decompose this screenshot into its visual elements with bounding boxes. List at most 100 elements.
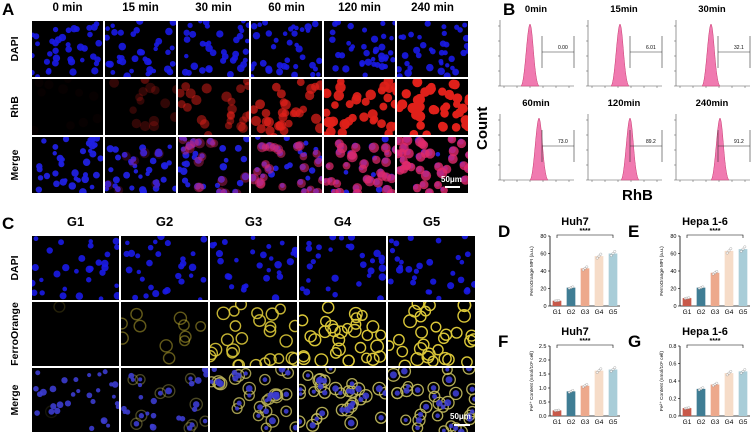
panel-c-image-merge bbox=[32, 368, 119, 432]
panel-a-image-dapi bbox=[397, 21, 468, 77]
data-point bbox=[597, 254, 601, 258]
bar bbox=[696, 287, 706, 306]
data-point bbox=[585, 383, 589, 386]
panel-c-image-ferroorange bbox=[32, 302, 119, 366]
panel-a-image-rhb bbox=[251, 79, 322, 135]
panel-e-label: E bbox=[628, 222, 640, 241]
data-point bbox=[743, 368, 747, 371]
data-point bbox=[599, 367, 603, 371]
panel-f-label: F bbox=[498, 332, 509, 351]
panel-g-label: G bbox=[628, 332, 642, 351]
bar bbox=[724, 250, 734, 306]
bar-chart: 0 20 40 60 80 FerroOrange MFI (a.u.) G1 G2 G3 G4 G… bbox=[529, 228, 620, 316]
panel-c-image-ferroorange bbox=[299, 302, 386, 366]
data-point bbox=[729, 247, 733, 251]
data-point bbox=[597, 369, 601, 372]
panel-a-image-rhb bbox=[397, 79, 468, 135]
x-tick-label: G4 bbox=[725, 309, 734, 316]
bar bbox=[724, 373, 734, 416]
panel-b-gate-value: 73.0 bbox=[558, 139, 568, 145]
panel-c-image-dapi bbox=[388, 236, 475, 300]
panel-a-row-label: Merge bbox=[9, 149, 21, 181]
panel-c-scale-bar-label: 50μm bbox=[450, 412, 471, 421]
x-tick-label: G4 bbox=[595, 309, 604, 316]
panel-b-plot-title: 60min bbox=[522, 98, 550, 109]
x-tick-label: G3 bbox=[711, 309, 720, 316]
y-tick-label: 0.6 bbox=[669, 362, 677, 368]
y-tick-label: 20 bbox=[670, 287, 676, 293]
panel-c-column-header: G2 bbox=[155, 214, 174, 229]
panel-b-plot-title: 15min bbox=[610, 4, 638, 15]
panel-c-row-label: Merge bbox=[9, 384, 21, 416]
panel-c-column-header: G3 bbox=[244, 214, 263, 229]
data-point bbox=[741, 247, 745, 251]
bar bbox=[566, 391, 576, 416]
panel-a-image-dapi bbox=[105, 21, 176, 77]
data-point bbox=[715, 270, 719, 273]
x-tick-label: G3 bbox=[711, 419, 720, 426]
data-point bbox=[727, 249, 731, 253]
y-axis-label: FerroOrange MFI (a.u.) bbox=[659, 246, 665, 296]
data-point bbox=[725, 251, 729, 255]
panel-c-image-ferroorange bbox=[121, 302, 208, 366]
bar bbox=[696, 388, 706, 416]
panel-a-column-header: 15 min bbox=[122, 2, 159, 14]
panel-a-column-header: 60 min bbox=[268, 2, 305, 14]
panel-a-image-merge bbox=[105, 137, 176, 193]
panel-c-image-ferroorange bbox=[388, 302, 475, 366]
y-axis-label: FerroOrange MFI (a.u.) bbox=[529, 246, 535, 296]
bar bbox=[594, 256, 604, 306]
bar bbox=[608, 253, 618, 306]
data-point bbox=[581, 268, 585, 272]
panel-d-label: D bbox=[498, 222, 511, 241]
data-point bbox=[715, 381, 719, 385]
flow-histogram bbox=[674, 20, 751, 88]
y-tick-label: 40 bbox=[670, 269, 676, 275]
panel-a-row-label: RhB bbox=[9, 96, 21, 118]
x-tick-label: G1 bbox=[553, 309, 562, 316]
panel-a-label: A bbox=[2, 0, 15, 19]
x-tick-label: G3 bbox=[581, 419, 590, 426]
bar bbox=[710, 272, 720, 306]
data-point bbox=[611, 252, 615, 255]
y-tick-label: 0.4 bbox=[669, 379, 677, 385]
panel-c-image-dapi bbox=[121, 236, 208, 300]
bar bbox=[710, 384, 720, 416]
x-tick-label: G2 bbox=[567, 419, 576, 426]
data-point bbox=[741, 370, 745, 373]
x-tick-label: G1 bbox=[683, 309, 692, 316]
data-point bbox=[725, 373, 729, 377]
y-tick-label: 40 bbox=[540, 269, 546, 275]
panel-a-image-dapi bbox=[251, 21, 322, 77]
bar-chart: 0.0 0.2 0.4 0.6 0.8 Fe²⁺ Content (nmol/10⁶ ce… bbox=[659, 338, 750, 426]
bar bbox=[608, 369, 618, 416]
panel-a-column-header: 30 min bbox=[195, 2, 232, 14]
significance-label: **** bbox=[710, 338, 721, 345]
data-point bbox=[687, 406, 691, 410]
bar bbox=[682, 408, 692, 416]
data-point bbox=[739, 371, 743, 375]
panel-c-image-dapi bbox=[210, 236, 297, 300]
data-point bbox=[613, 366, 617, 370]
flow-histogram bbox=[586, 114, 663, 182]
y-tick-label: 60 bbox=[670, 252, 676, 258]
bar bbox=[580, 385, 590, 416]
data-point bbox=[583, 267, 587, 270]
data-point bbox=[687, 296, 691, 300]
bar bbox=[738, 249, 748, 306]
bar bbox=[682, 298, 692, 306]
x-tick-label: G4 bbox=[725, 419, 734, 426]
data-point bbox=[711, 384, 715, 388]
data-point bbox=[585, 265, 589, 269]
panel-b-gate-value: 89.2 bbox=[646, 139, 656, 145]
panel-b-plot-title: 120min bbox=[607, 98, 641, 109]
data-point bbox=[599, 252, 603, 256]
panel-c-column-header: G1 bbox=[66, 214, 85, 229]
panel-b-plot-title: 30min bbox=[698, 4, 726, 15]
y-tick-label: 2.0 bbox=[539, 358, 547, 364]
panel-b-gate-value: 32.1 bbox=[734, 45, 744, 51]
data-point bbox=[611, 368, 615, 371]
panel-c-image-merge bbox=[121, 368, 208, 432]
flow-histogram bbox=[586, 20, 663, 88]
panel-a-image-dapi bbox=[324, 21, 395, 77]
